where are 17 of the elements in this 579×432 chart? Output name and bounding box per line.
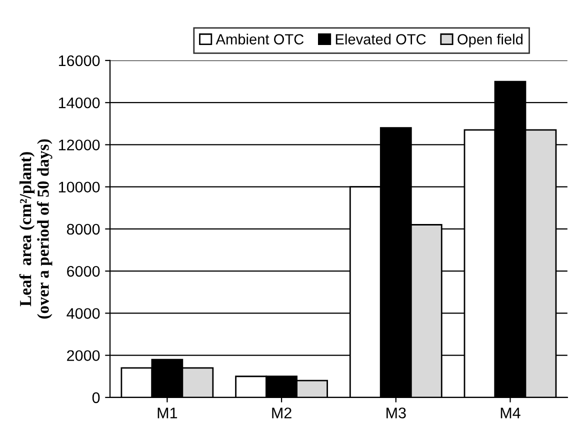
y-tick-label: 0 bbox=[92, 392, 100, 404]
legend-label: Open field bbox=[458, 34, 522, 48]
y-tick-label: 8000 bbox=[66, 224, 100, 235]
y-tick-label: 2000 bbox=[67, 350, 100, 362]
x-tick-label: M3 bbox=[386, 408, 406, 418]
x-tick-label: M1 bbox=[158, 408, 178, 418]
y-axis-title: Leaf area (cm²/plant) (over a period of 50 days) bbox=[19, 139, 52, 319]
y-tick-label: 4000 bbox=[66, 308, 100, 319]
legend-label: Ambient OTC bbox=[216, 34, 304, 44]
x-tick-label: M4 bbox=[500, 408, 520, 418]
x-tick-label: M2 bbox=[272, 408, 292, 418]
y-tick-label: 10000 bbox=[58, 182, 100, 193]
legend-label: Elevated OTC bbox=[336, 34, 426, 44]
y-tick-label: 16000 bbox=[58, 55, 100, 66]
y-tick-label: 14000 bbox=[58, 97, 100, 108]
y-tick-label: 6000 bbox=[67, 266, 100, 277]
y-tick-label: 12000 bbox=[58, 140, 100, 150]
